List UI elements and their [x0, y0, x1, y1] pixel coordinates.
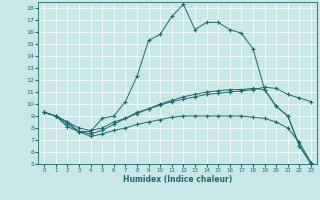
X-axis label: Humidex (Indice chaleur): Humidex (Indice chaleur) — [123, 175, 232, 184]
